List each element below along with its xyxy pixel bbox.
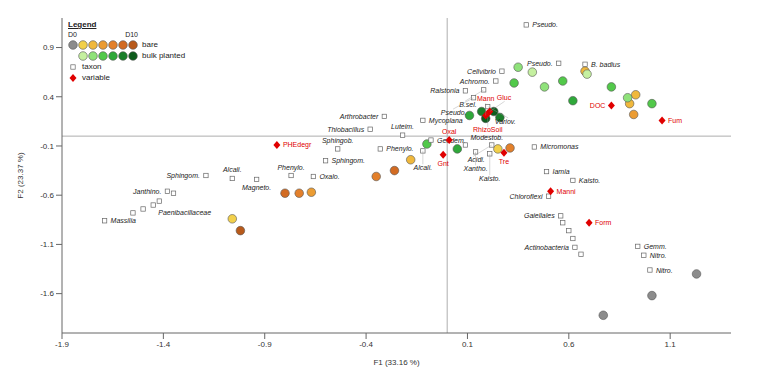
- svg-text:Mann: Mann: [477, 95, 495, 102]
- svg-text:Tre: Tre: [499, 158, 509, 165]
- svg-text:B. badius: B. badius: [591, 61, 621, 68]
- svg-text:Luteim.: Luteim.: [391, 123, 414, 130]
- svg-text:Massilia: Massilia: [111, 217, 136, 224]
- svg-text:Manni: Manni: [557, 188, 577, 195]
- svg-text:Thiobacillus: Thiobacillus: [327, 126, 364, 133]
- svg-text:Form: Form: [595, 219, 612, 226]
- svg-text:-0.9: -0.9: [258, 340, 272, 349]
- svg-text:-0.6: -0.6: [40, 191, 54, 200]
- svg-text:-0.1: -0.1: [40, 142, 54, 151]
- svg-text:Modestob.: Modestob.: [470, 134, 503, 141]
- svg-text:Phenylo.: Phenylo.: [277, 164, 304, 172]
- svg-text:Gaiellales: Gaiellales: [524, 212, 555, 219]
- html-text:bulk planted: bulk planted: [142, 50, 186, 60]
- svg-text:Gnt: Gnt: [437, 160, 448, 167]
- svg-text:Nitro.: Nitro.: [650, 252, 667, 259]
- svg-text:F1 (33.16 %): F1 (33.16 %): [373, 358, 420, 367]
- svg-text:Paenibacillaceae: Paenibacillaceae: [158, 209, 211, 216]
- svg-text:B.sel.: B.sel.: [459, 100, 477, 108]
- html-text:taxon: taxon: [82, 61, 102, 71]
- html-text:D10: D10: [125, 31, 138, 38]
- svg-text:-1.1: -1.1: [40, 240, 54, 249]
- svg-text:Actinobacteria: Actinobacteria: [524, 244, 569, 251]
- svg-text:Variov.: Variov.: [495, 118, 516, 125]
- svg-text:0.6: 0.6: [563, 340, 575, 349]
- svg-text:-1.9: -1.9: [55, 340, 69, 349]
- svg-text:Nitro.: Nitro.: [656, 267, 673, 274]
- svg-text:Janthino.: Janthino.: [132, 188, 161, 195]
- svg-text:Magneto.: Magneto.: [242, 184, 271, 192]
- svg-text:Alcali.: Alcali.: [413, 164, 433, 171]
- svg-text:Gemm.: Gemm.: [644, 243, 667, 250]
- svg-text:Mycoplana: Mycoplana: [429, 117, 463, 125]
- svg-text:Micromonas: Micromonas: [540, 143, 579, 150]
- svg-text:Sphingob.: Sphingob.: [322, 137, 354, 145]
- svg-text:Sphingom.: Sphingom.: [166, 172, 200, 180]
- html-text:variable: variable: [82, 72, 110, 82]
- svg-text:DOC: DOC: [590, 102, 606, 109]
- svg-text:Alcali.: Alcali.: [222, 166, 242, 173]
- svg-text:Oxalo.: Oxalo.: [319, 173, 339, 180]
- svg-text:-1.6: -1.6: [40, 289, 54, 298]
- svg-text:0.4: 0.4: [43, 93, 55, 102]
- svg-text:F2 (23.37 %): F2 (23.37 %): [16, 152, 25, 199]
- svg-text:-0.4: -0.4: [359, 340, 373, 349]
- html-text:bare: bare: [142, 39, 158, 49]
- svg-text:Kaisto.: Kaisto.: [479, 175, 500, 182]
- html-text:Legend: Legend: [68, 20, 97, 29]
- svg-text:Ralstonia: Ralstonia: [430, 87, 459, 94]
- svg-text:1.1: 1.1: [665, 340, 677, 349]
- svg-text:0.9: 0.9: [43, 43, 55, 52]
- svg-text:Sphingom.: Sphingom.: [332, 157, 366, 165]
- svg-text:Kaisto.: Kaisto.: [579, 177, 600, 184]
- svg-text:PHEdegr: PHEdegr: [283, 141, 312, 149]
- svg-text:0.1: 0.1: [462, 340, 474, 349]
- svg-text:Fum: Fum: [668, 117, 682, 124]
- svg-text:Oxal: Oxal: [442, 128, 457, 135]
- svg-text:Chloroflexi: Chloroflexi: [509, 193, 543, 200]
- svg-text:Geodem.: Geodem.: [437, 137, 466, 144]
- html-text:D0: D0: [68, 31, 77, 38]
- svg-text:-1.4: -1.4: [156, 340, 170, 349]
- svg-text:Xantho.: Xantho.: [462, 165, 487, 172]
- svg-text:Achromo.: Achromo.: [459, 78, 490, 85]
- svg-text:Arthrobacter: Arthrobacter: [339, 113, 379, 120]
- svg-text:Gluc: Gluc: [497, 94, 512, 101]
- svg-text:Phenylo.: Phenylo.: [386, 145, 413, 153]
- svg-text:Pseudo.: Pseudo.: [532, 21, 558, 28]
- svg-text:Cellvibrio: Cellvibrio: [467, 68, 496, 75]
- svg-text:Pseudo.: Pseudo.: [441, 109, 467, 116]
- svg-text:RhizoSoil: RhizoSoil: [473, 126, 503, 133]
- svg-text:Pseudo.: Pseudo.: [527, 60, 553, 67]
- svg-text:Acidi.: Acidi.: [467, 156, 485, 163]
- svg-text:Iamia: Iamia: [553, 168, 570, 175]
